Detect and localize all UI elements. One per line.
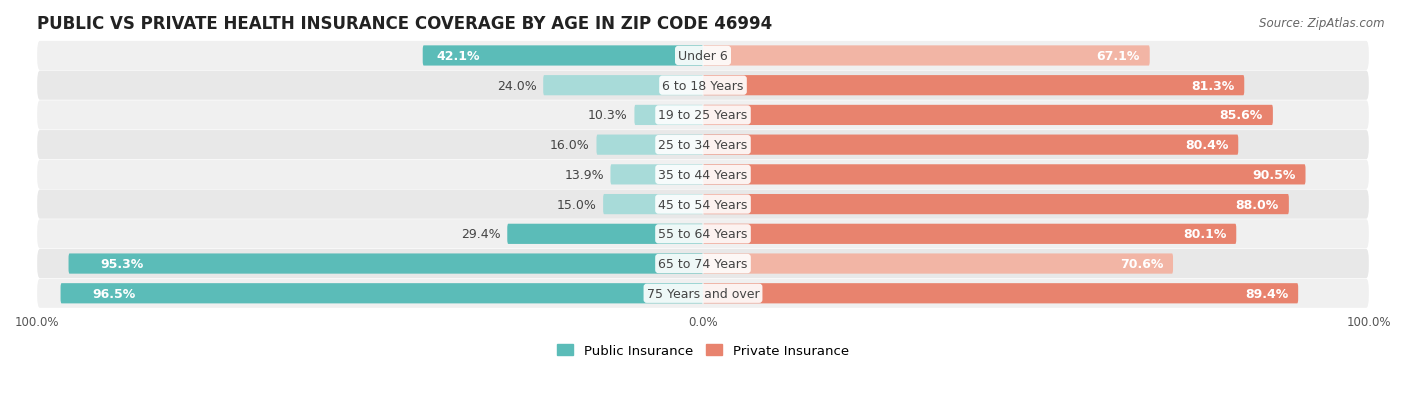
Text: 10.3%: 10.3% <box>588 109 627 122</box>
FancyBboxPatch shape <box>37 71 1369 100</box>
FancyBboxPatch shape <box>596 135 703 155</box>
FancyBboxPatch shape <box>703 254 1173 274</box>
Text: 25 to 34 Years: 25 to 34 Years <box>658 139 748 152</box>
FancyBboxPatch shape <box>703 195 1289 215</box>
FancyBboxPatch shape <box>634 106 703 126</box>
FancyBboxPatch shape <box>37 249 1369 278</box>
Text: 45 to 54 Years: 45 to 54 Years <box>658 198 748 211</box>
FancyBboxPatch shape <box>703 165 1306 185</box>
Text: 19 to 25 Years: 19 to 25 Years <box>658 109 748 122</box>
FancyBboxPatch shape <box>610 165 703 185</box>
FancyBboxPatch shape <box>37 220 1369 249</box>
Text: PUBLIC VS PRIVATE HEALTH INSURANCE COVERAGE BY AGE IN ZIP CODE 46994: PUBLIC VS PRIVATE HEALTH INSURANCE COVER… <box>37 15 772 33</box>
FancyBboxPatch shape <box>69 254 703 274</box>
FancyBboxPatch shape <box>37 42 1369 71</box>
FancyBboxPatch shape <box>37 131 1369 160</box>
FancyBboxPatch shape <box>703 135 1239 155</box>
FancyBboxPatch shape <box>703 76 1244 96</box>
FancyBboxPatch shape <box>703 46 1150 66</box>
FancyBboxPatch shape <box>703 224 1236 244</box>
FancyBboxPatch shape <box>703 283 1298 304</box>
Text: 95.3%: 95.3% <box>100 257 143 271</box>
Text: 35 to 44 Years: 35 to 44 Years <box>658 169 748 181</box>
FancyBboxPatch shape <box>703 106 1272 126</box>
Text: Under 6: Under 6 <box>678 50 728 63</box>
Text: 13.9%: 13.9% <box>564 169 603 181</box>
Text: 67.1%: 67.1% <box>1097 50 1140 63</box>
FancyBboxPatch shape <box>543 76 703 96</box>
Text: 85.6%: 85.6% <box>1219 109 1263 122</box>
FancyBboxPatch shape <box>37 190 1369 219</box>
Text: 75 Years and over: 75 Years and over <box>647 287 759 300</box>
Text: 70.6%: 70.6% <box>1119 257 1163 271</box>
Text: 81.3%: 81.3% <box>1191 79 1234 93</box>
FancyBboxPatch shape <box>508 224 703 244</box>
Text: 55 to 64 Years: 55 to 64 Years <box>658 228 748 241</box>
Text: 90.5%: 90.5% <box>1253 169 1295 181</box>
Text: 6 to 18 Years: 6 to 18 Years <box>662 79 744 93</box>
Text: 24.0%: 24.0% <box>496 79 537 93</box>
FancyBboxPatch shape <box>37 279 1369 308</box>
Text: 29.4%: 29.4% <box>461 228 501 241</box>
FancyBboxPatch shape <box>423 46 703 66</box>
Legend: Public Insurance, Private Insurance: Public Insurance, Private Insurance <box>553 339 853 363</box>
Text: 80.1%: 80.1% <box>1182 228 1226 241</box>
FancyBboxPatch shape <box>37 160 1369 190</box>
Text: 88.0%: 88.0% <box>1236 198 1279 211</box>
Text: 16.0%: 16.0% <box>550 139 591 152</box>
Text: Source: ZipAtlas.com: Source: ZipAtlas.com <box>1260 17 1385 29</box>
Text: 80.4%: 80.4% <box>1185 139 1229 152</box>
FancyBboxPatch shape <box>60 283 703 304</box>
FancyBboxPatch shape <box>603 195 703 215</box>
FancyBboxPatch shape <box>37 101 1369 130</box>
Text: 15.0%: 15.0% <box>557 198 596 211</box>
Text: 89.4%: 89.4% <box>1244 287 1288 300</box>
Text: 42.1%: 42.1% <box>437 50 481 63</box>
Text: 96.5%: 96.5% <box>93 287 136 300</box>
Text: 65 to 74 Years: 65 to 74 Years <box>658 257 748 271</box>
